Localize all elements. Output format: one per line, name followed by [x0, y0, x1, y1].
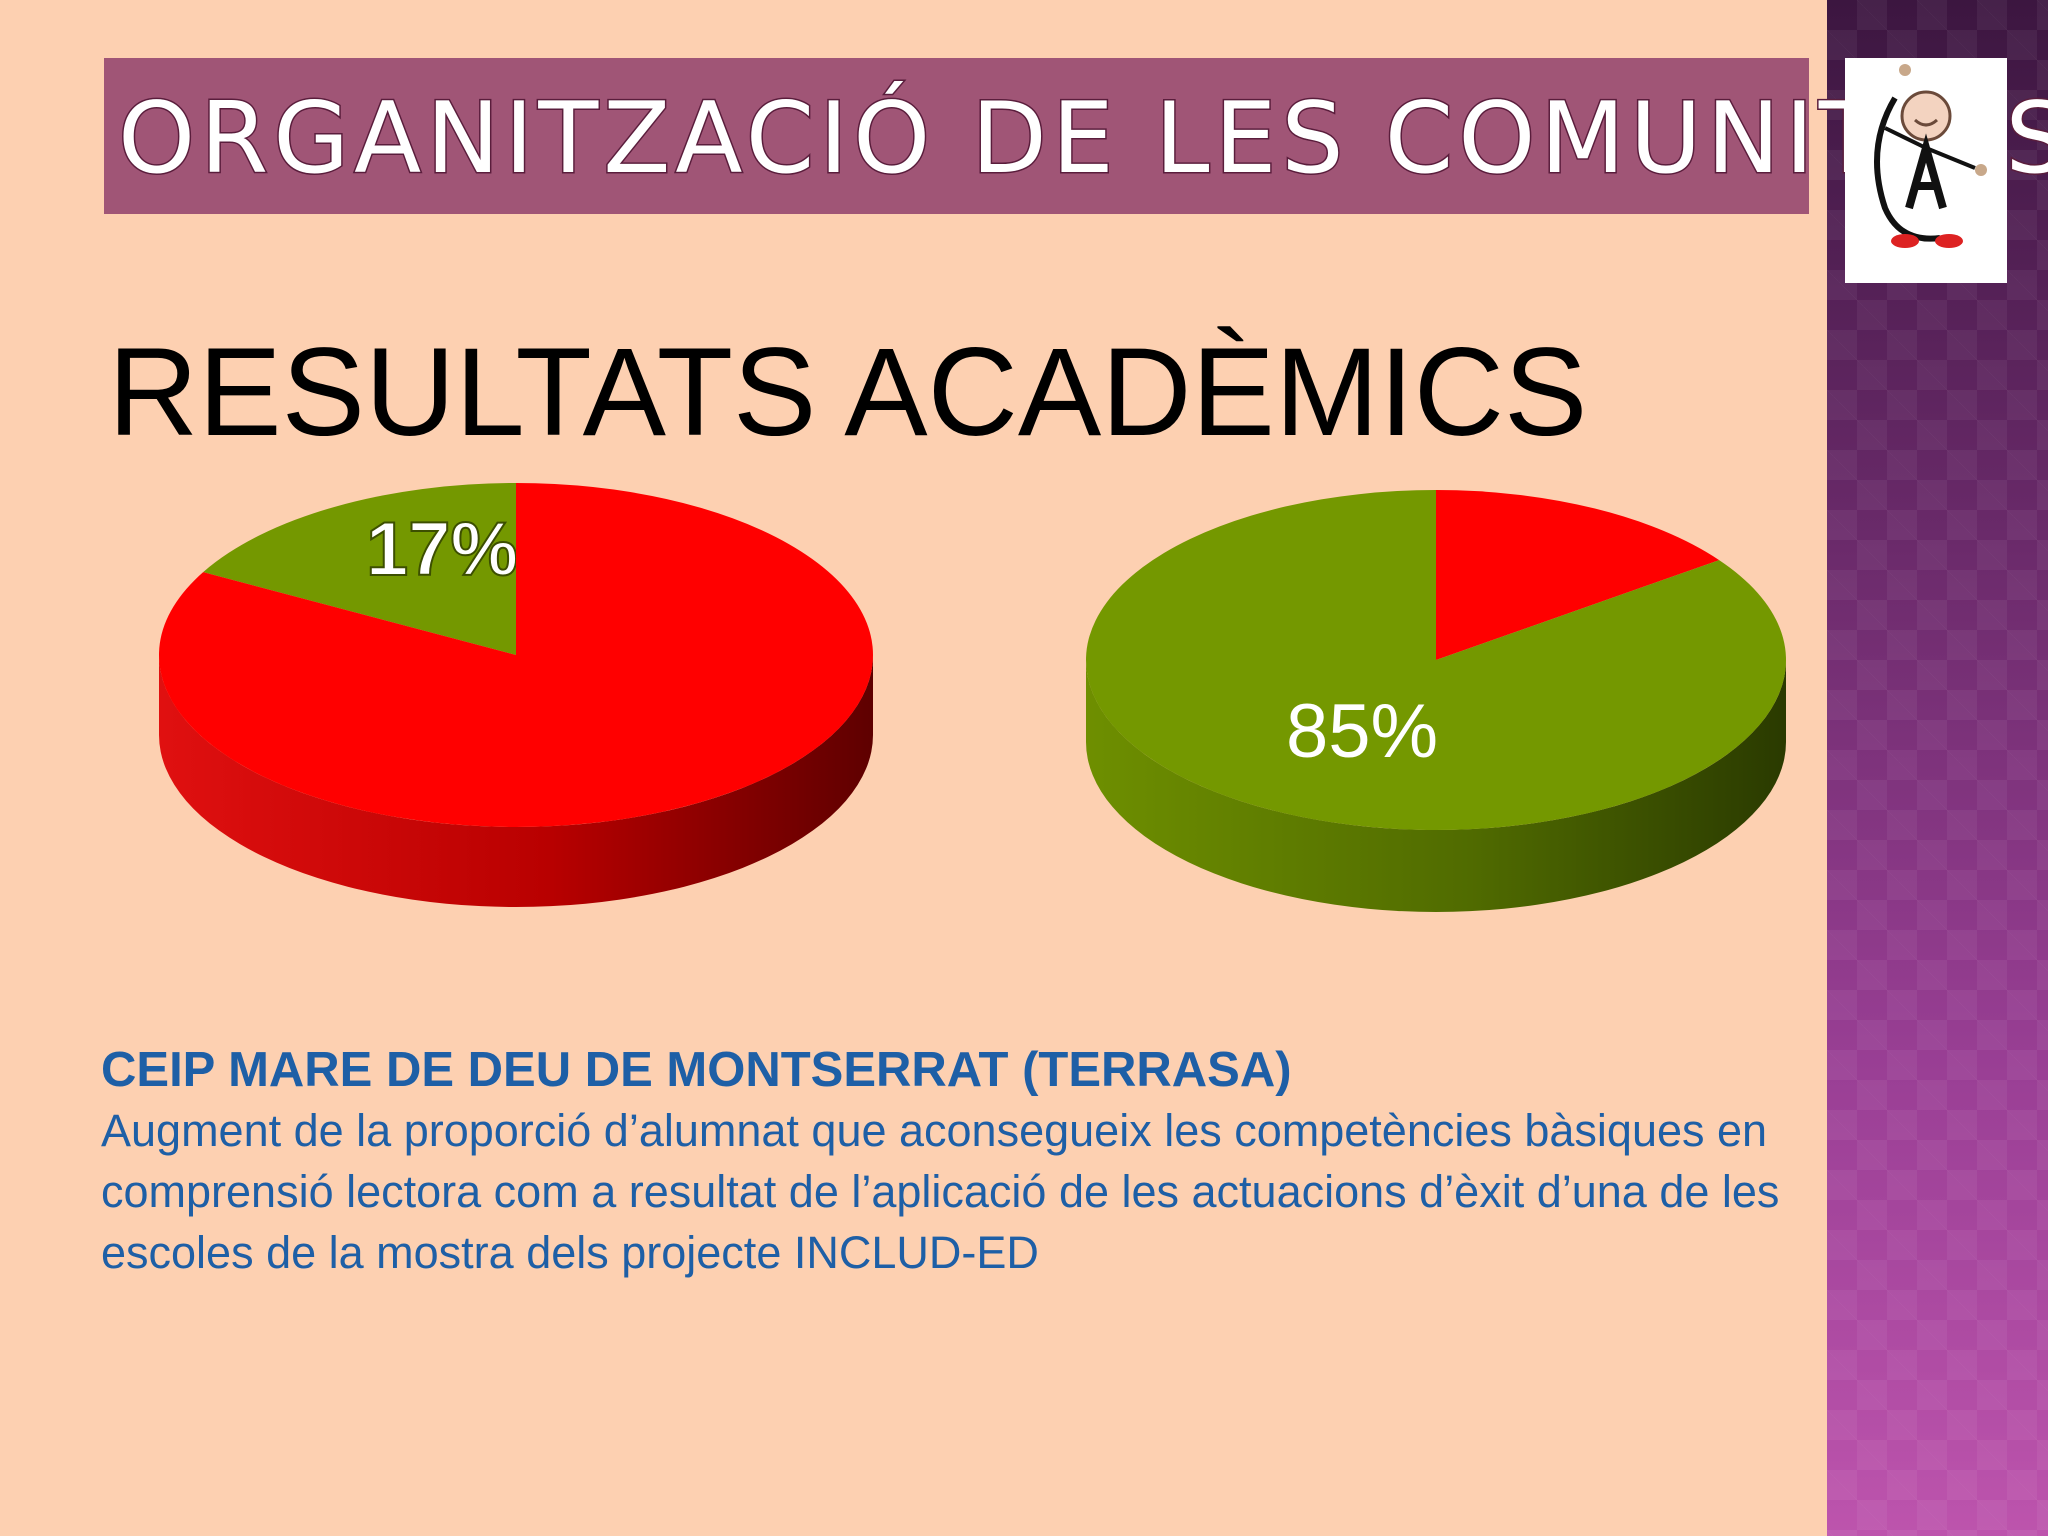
- pie-slice: [1086, 490, 1786, 831]
- pie-side-wall: [159, 655, 873, 907]
- pie-slice: [159, 483, 873, 827]
- caption-body: Augment de la proporció d’alumnat que ac…: [101, 1105, 1780, 1278]
- caption-heading: CEIP MARE DE DEU DE MONTSERRAT (TERRASA): [101, 1043, 1292, 1097]
- slide-title: ORGANITZACIÓ DE LES COMUNITATS: [117, 81, 2048, 198]
- pie-chart-left: 17%: [159, 483, 873, 907]
- pie-data-label: 17%: [366, 507, 518, 592]
- caption: CEIP MARE DE DEU DE MONTSERRAT (TERRASA)…: [101, 1040, 1801, 1283]
- pie-side-wall: [1086, 660, 1786, 912]
- pie-slice: [1436, 490, 1720, 660]
- pie-data-label: 85%: [1286, 689, 1438, 774]
- title-banner: ORGANITZACIÓ DE LES COMUNITATS: [104, 58, 2048, 214]
- slide-subtitle: RESULTATS ACADÈMICS: [108, 323, 1588, 462]
- pie-chart-right: 85%: [1086, 490, 1786, 912]
- pie-slice: [203, 483, 516, 655]
- school-logo-icon: [1845, 58, 2007, 283]
